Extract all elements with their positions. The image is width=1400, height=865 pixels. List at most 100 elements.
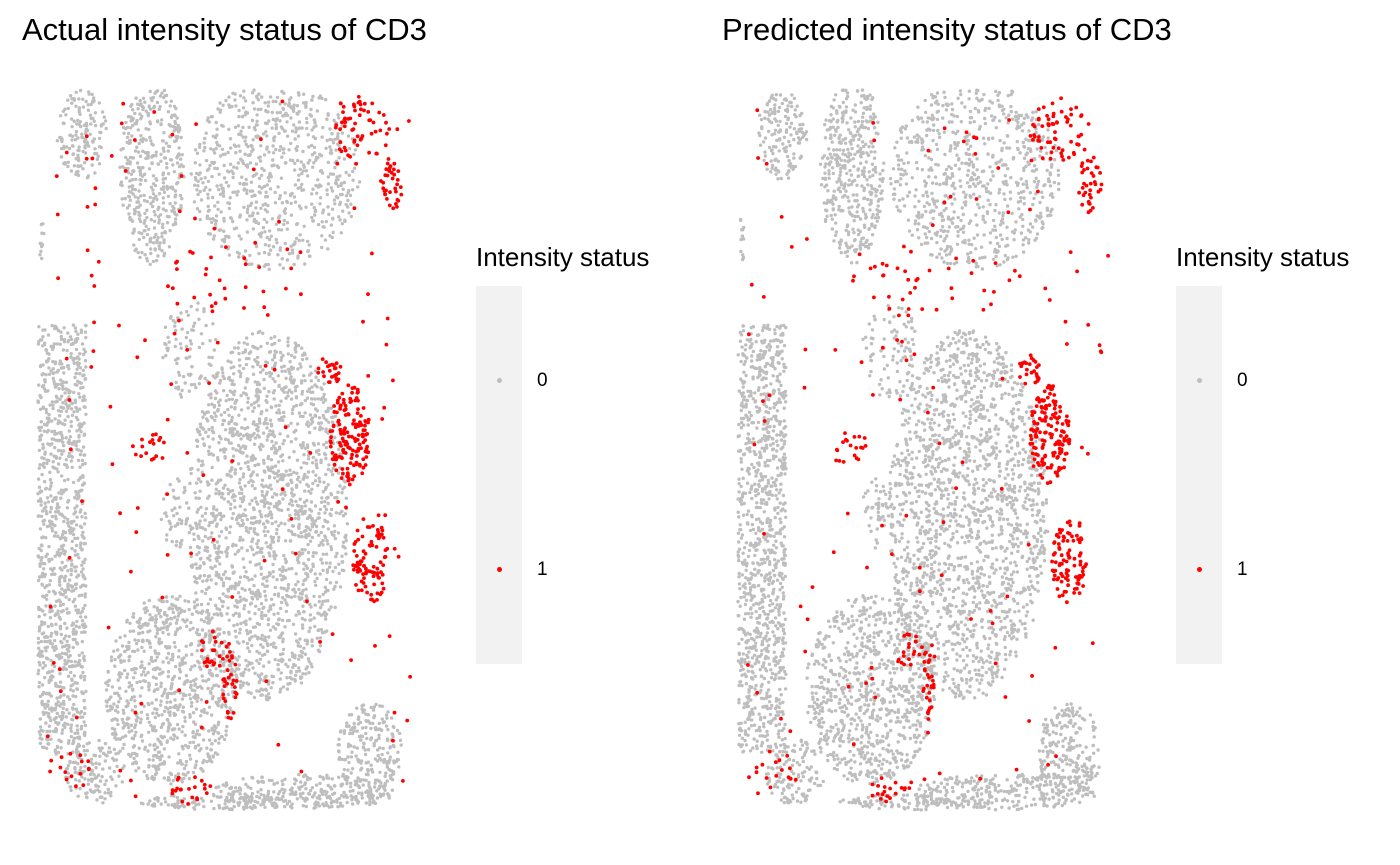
- point-status-0: [217, 534, 221, 538]
- point-status-0: [145, 713, 150, 717]
- point-status-0: [277, 617, 281, 621]
- point-status-0: [63, 462, 67, 467]
- point-status-0: [297, 204, 302, 208]
- point-status-0: [248, 587, 252, 592]
- point-status-0: [213, 564, 217, 568]
- point-status-0: [258, 370, 263, 374]
- point-status-0: [63, 725, 67, 730]
- point-status-0: [226, 234, 230, 239]
- point-status-0: [299, 597, 303, 601]
- point-status-0: [48, 639, 52, 643]
- point-status-0: [177, 373, 182, 377]
- point-status-0: [227, 413, 231, 417]
- point-status-0: [319, 153, 324, 158]
- point-status-0: [221, 191, 225, 195]
- point-status-0: [189, 471, 193, 476]
- point-status-0: [266, 454, 271, 459]
- point-status-0: [293, 677, 297, 682]
- point-status-0: [157, 205, 161, 209]
- point-status-0: [182, 490, 186, 495]
- point-status-0: [230, 350, 235, 354]
- point-status-0: [295, 158, 300, 163]
- point-status-0: [297, 551, 301, 555]
- point-status-0: [242, 205, 246, 209]
- point-status-0: [238, 627, 242, 631]
- point-status-0: [159, 699, 163, 703]
- point-status-0: [306, 457, 311, 461]
- point-status-0: [186, 770, 190, 775]
- point-status-0: [194, 591, 198, 595]
- point-status-0: [211, 134, 215, 138]
- point-status-0: [294, 403, 299, 408]
- point-status-0: [249, 474, 253, 478]
- point-status-0: [137, 141, 141, 146]
- point-status-0: [295, 471, 299, 475]
- point-status-0: [144, 109, 148, 113]
- point-status-0: [118, 675, 122, 679]
- point-status-0: [128, 179, 132, 183]
- point-status-0: [134, 96, 138, 100]
- point-status-0: [198, 432, 202, 437]
- point-status-0: [255, 390, 259, 395]
- point-status-0: [136, 638, 141, 643]
- point-status-0: [54, 727, 59, 732]
- point-status-0: [246, 434, 250, 438]
- point-status-0: [151, 758, 155, 762]
- point-status-0: [198, 519, 202, 523]
- point-status-0: [232, 433, 236, 438]
- point-status-0: [41, 442, 45, 447]
- point-status-0: [310, 98, 314, 102]
- point-status-0: [189, 342, 193, 346]
- point-status-0: [217, 187, 221, 192]
- point-status-0: [188, 757, 193, 761]
- point-status-0: [135, 620, 139, 624]
- point-status-0: [132, 227, 136, 231]
- point-status-0: [306, 453, 311, 458]
- point-status-0: [191, 324, 196, 328]
- point-status-0: [238, 683, 243, 687]
- point-status-0: [196, 534, 200, 538]
- point-status-0: [339, 231, 343, 235]
- point-status-0: [201, 463, 205, 467]
- point-status-0: [260, 550, 264, 555]
- point-status-0: [182, 609, 187, 613]
- point-status-0: [299, 681, 304, 685]
- point-status-0: [68, 531, 72, 535]
- point-status-0: [244, 658, 248, 663]
- point-status-0: [268, 604, 273, 608]
- point-status-0: [157, 598, 161, 602]
- point-status-0: [289, 440, 293, 444]
- point-status-0: [218, 110, 222, 114]
- point-status-0: [54, 715, 58, 720]
- point-status-0: [61, 443, 66, 448]
- point-status-0: [180, 318, 184, 322]
- point-status-0: [290, 487, 294, 491]
- point-status-0: [162, 240, 166, 245]
- point-status-0: [268, 543, 273, 547]
- point-status-0: [131, 156, 136, 160]
- point-status-0: [58, 714, 62, 718]
- point-status-0: [280, 89, 284, 94]
- point-status-0: [137, 189, 141, 193]
- point-status-0: [196, 477, 201, 482]
- point-status-0: [201, 738, 206, 742]
- point-status-0: [69, 526, 73, 530]
- point-status-0: [197, 665, 202, 669]
- point-status-0: [211, 453, 216, 457]
- point-status-0: [145, 199, 149, 204]
- point-status-0: [259, 693, 263, 697]
- point-status-0: [47, 559, 51, 564]
- point-status-0: [258, 592, 262, 596]
- point-status-0: [49, 494, 53, 498]
- point-status-0: [241, 106, 246, 110]
- point-status-0: [136, 196, 140, 200]
- point-status-0: [61, 348, 66, 352]
- point-status-0: [291, 622, 296, 626]
- point-status-0: [79, 124, 83, 129]
- point-status-0: [287, 101, 291, 105]
- point-status-0: [76, 458, 81, 463]
- point-status-0: [58, 680, 63, 684]
- point-status-0: [302, 92, 306, 96]
- point-status-0: [97, 101, 102, 105]
- point-status-0: [213, 418, 217, 422]
